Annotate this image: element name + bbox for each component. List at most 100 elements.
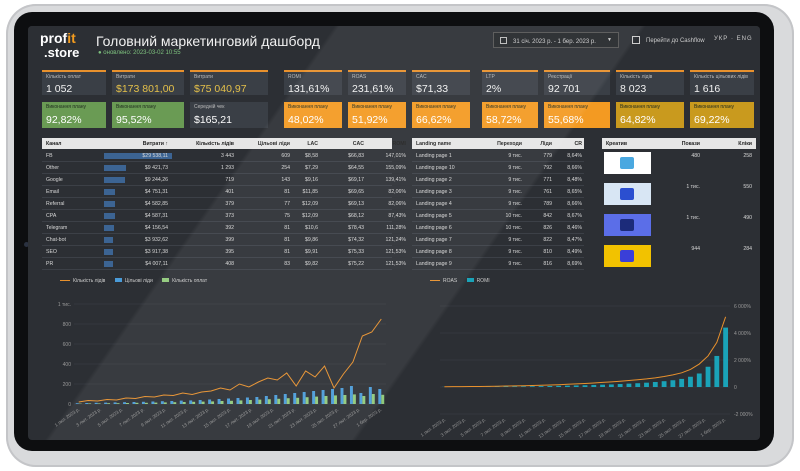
table-row[interactable]: CPA $4 587,31 373 75 $12,09 $68,12 87,43% [42, 210, 406, 222]
column-header[interactable]: Цільові ліди [257, 141, 290, 147]
language-switch[interactable]: УКР · ENG [714, 36, 753, 42]
legend-payments: Кількість оплат [172, 278, 208, 284]
table-cell: $9 421,73 [144, 165, 168, 171]
table-row[interactable]: Email $4 751,31 401 81 $11,85 $69,65 82,06% [42, 186, 406, 198]
table-row[interactable]: FB $29 538,11 3 443 609 $8,58 $66,83 147,01% [42, 150, 406, 162]
table-row[interactable]: SEO $3 917,38 395 81 $9,91 $75,33 121,53% [42, 246, 406, 258]
creative-thumbnail[interactable] [604, 214, 651, 236]
roas-romi-chart: 6 000%4 000%2 000%0-2 000%1 лют. 2023 р.… [420, 304, 754, 439]
table-row[interactable]: Landing page 4 9 тис. 789 8,66% [412, 198, 584, 210]
column-header[interactable]: CR [574, 141, 583, 147]
creative-clicks: 490 [743, 215, 752, 221]
creative-clicks: 284 [743, 246, 752, 252]
table-cell: 609 [281, 153, 290, 159]
dashboard-header: profit .store Головний маркетинговий даш… [28, 26, 760, 64]
payments-bar [192, 401, 196, 404]
table-cell: 147,01% [385, 153, 406, 159]
plan-value: 48,02% [288, 114, 324, 126]
target-leads-bar [179, 400, 183, 404]
table-row[interactable]: Landing page 6 10 тис. 826 8,46% [412, 222, 584, 234]
table-row[interactable]: Landing page 5 10 тис. 842 8,67% [412, 210, 584, 222]
table-row[interactable]: Landing page 3 9 тис. 761 8,65% [412, 186, 584, 198]
column-header[interactable]: LAC [307, 141, 318, 147]
column-header[interactable]: Переходи [497, 141, 522, 147]
table-cell: 9 тис. [508, 177, 522, 183]
plan-label: Виконання плану [548, 104, 588, 110]
spend-bar [104, 177, 126, 183]
column-header[interactable]: Кліки [738, 141, 752, 147]
plan-label: Виконання плану [288, 104, 328, 110]
payments-bar [371, 394, 375, 404]
table-cell: 392 [225, 225, 234, 231]
column-header[interactable]: Покази [681, 141, 700, 147]
brand-logo[interactable]: profit [40, 30, 76, 46]
table-row[interactable]: Chat-bot $3 932,62 399 81 $9,86 $74,32 121,24% [42, 234, 406, 246]
table-row[interactable]: Referral $4 582,85 379 77 $12,09 $69,13 82,06% [42, 198, 406, 210]
table-cell: Landing page 2 [416, 177, 452, 183]
payments-bar [286, 398, 290, 404]
table-row[interactable]: Other $9 421,73 1 293 254 $7,29 $64,55 155,09% [42, 162, 406, 174]
payments-bar [258, 399, 262, 404]
target-leads-bar [264, 396, 268, 404]
column-header[interactable]: ROMI [392, 141, 406, 147]
column-header[interactable]: Креатив [606, 141, 628, 147]
y-tick-label: 800 [63, 322, 72, 328]
spend-bar [104, 261, 114, 267]
kpi-value: 1 616 [694, 83, 721, 95]
payments-bar [239, 400, 243, 404]
payments-bar [126, 403, 129, 404]
target-leads-bar [349, 386, 353, 404]
payments-bar [334, 395, 337, 404]
plan-label: Виконання плану [116, 104, 156, 110]
table-row[interactable]: PR $4 007,11 408 83 $9,82 $75,22 121,53% [42, 258, 406, 270]
table-cell: 75 [284, 213, 290, 219]
payments-bar [305, 397, 309, 404]
table-cell: 8,49% [567, 249, 582, 255]
creative-thumbnail[interactable] [604, 245, 651, 267]
target-leads-bar [274, 395, 278, 404]
table-cell: $9,86 [305, 237, 318, 243]
target-leads-bar [160, 401, 164, 404]
creative-thumbnail[interactable] [604, 183, 651, 205]
table-row[interactable]: Landing page 1 9 тис. 779 8,64% [412, 150, 584, 162]
date-range-picker[interactable]: 31 січ. 2023 р. - 1 бер. 2023 р. ▼ [493, 32, 619, 48]
roas-line [444, 316, 727, 388]
table-cell: 254 [281, 165, 290, 171]
kpi-plan-card: Виконання плану 92,82% [42, 102, 106, 128]
kpi-plan-card: Виконання плану 55,68% [544, 102, 610, 128]
column-header[interactable]: Витрати ↑ [142, 141, 168, 147]
romi-bar [644, 382, 649, 387]
column-header[interactable]: Landing name [416, 141, 452, 147]
table-cell: $69,17 [348, 177, 364, 183]
table-row[interactable]: Landing page 8 9 тис. 810 8,49% [412, 246, 584, 258]
kpi-value: 1 052 [46, 83, 73, 95]
roas-chart-legend: ROAS ROMI [422, 278, 490, 284]
y-tick-label: 400 [63, 362, 72, 368]
table-row[interactable]: Landing page 9 9 тис. 816 8,69% [412, 258, 584, 270]
table-row[interactable]: Google $9 244,26 719 143 $9,16 $69,17 139,41% [42, 174, 406, 186]
column-header[interactable]: Кількість лідів [196, 141, 234, 147]
table-row[interactable]: Telegram $4 156,54 392 81 $10,6 $78,43 111,28% [42, 222, 406, 234]
table-cell: 1 293 [221, 165, 234, 171]
lang-eng[interactable]: ENG [736, 36, 753, 42]
column-header[interactable]: Ліди [540, 141, 552, 147]
legend-roas: ROAS [443, 278, 458, 284]
cashflow-link[interactable]: Перейти до Cashflow [632, 36, 705, 44]
table-cell: 9 тис. [508, 261, 522, 267]
table-cell: 408 [225, 261, 234, 267]
kpi-plan-card: Виконання плану 51,92% [348, 102, 406, 128]
table-row[interactable]: Landing page 2 9 тис. 771 8,48% [412, 174, 584, 186]
table-row[interactable]: Landing page 7 9 тис. 822 8,47% [412, 234, 584, 246]
table-cell: Landing page 6 [416, 225, 452, 231]
table-row[interactable]: Landing page 10 9 тис. 792 8,66% [412, 162, 584, 174]
column-header[interactable]: Канал [46, 141, 62, 147]
column-header[interactable]: CAC [352, 141, 364, 147]
table-cell: 8,66% [567, 165, 582, 171]
target-leads-bar [151, 401, 155, 404]
lang-ukr[interactable]: УКР [714, 36, 729, 42]
creative-thumbnail[interactable] [604, 152, 651, 174]
plan-value: 55,68% [548, 114, 584, 126]
payments-bar [296, 397, 300, 404]
kpi-card: ROAS 231,61% [348, 70, 406, 95]
table-cell: 81 [284, 225, 290, 231]
